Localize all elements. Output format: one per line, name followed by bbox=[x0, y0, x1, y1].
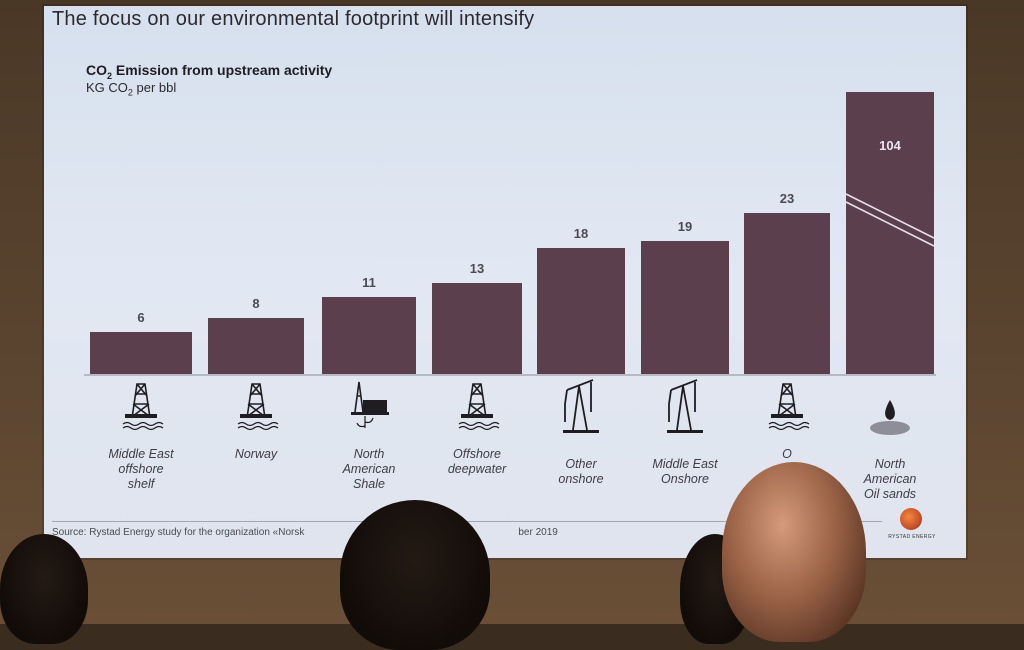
value-label-6: 19 bbox=[678, 219, 692, 234]
audience-head-left bbox=[0, 534, 88, 644]
shale-facility-icon bbox=[351, 381, 389, 428]
bar-7 bbox=[744, 213, 830, 374]
rystad-logo: RYSTAD ENERGY bbox=[882, 506, 942, 552]
bar-4 bbox=[432, 283, 522, 374]
value-label-4: 13 bbox=[470, 261, 484, 276]
unit-rest: per bbl bbox=[132, 80, 177, 95]
bar-5 bbox=[537, 248, 625, 374]
category-label-8-line-1: North bbox=[875, 457, 906, 471]
category-label-1-line-1: Middle East bbox=[108, 447, 174, 461]
chart-unit: KG CO2 per bbl bbox=[86, 80, 176, 98]
chart-title-co: CO bbox=[86, 62, 107, 78]
oil-sand-drop-icon bbox=[870, 400, 910, 435]
category-label-6-line-2: Onshore bbox=[661, 472, 709, 486]
bar-1 bbox=[90, 332, 192, 374]
value-label-7: 23 bbox=[780, 191, 794, 206]
chart-title-rest: Emission from upstream activity bbox=[112, 62, 333, 78]
category-label-3-line-2: American bbox=[342, 462, 396, 476]
bar-6 bbox=[641, 241, 729, 374]
category-label-8-line-2: American bbox=[863, 472, 917, 486]
value-label-1: 6 bbox=[137, 310, 144, 325]
value-label-8: 104 bbox=[879, 138, 901, 153]
audience-head-right-bald bbox=[722, 462, 866, 642]
category-label-8-line-3: Oil sands bbox=[864, 487, 916, 501]
offshore-rig-icon bbox=[237, 383, 279, 431]
category-label-3-line-3: Shale bbox=[353, 477, 385, 491]
audience-head-center bbox=[340, 500, 490, 650]
axis-break-line-2 bbox=[845, 201, 935, 247]
unit-subscript: 2 bbox=[127, 87, 133, 98]
category-label-1-line-2: offshore bbox=[118, 462, 163, 476]
pumpjack-icon bbox=[667, 379, 703, 433]
category-label-4-line-2: deepwater bbox=[448, 462, 507, 476]
value-label-3: 11 bbox=[362, 275, 376, 290]
unit-main: KG CO bbox=[86, 80, 128, 95]
category-label-3-line-1: North bbox=[354, 447, 385, 461]
pumpjack-icon bbox=[563, 379, 599, 433]
logo-text: RYSTAD ENERGY bbox=[888, 534, 936, 540]
bar-3 bbox=[322, 297, 416, 374]
offshore-rig-icon bbox=[768, 383, 810, 431]
category-label-1-line-3: shelf bbox=[128, 477, 156, 491]
bar-2 bbox=[208, 318, 304, 374]
offshore-rig-icon bbox=[122, 383, 164, 431]
rystad-logo-icon bbox=[900, 508, 922, 530]
chart-title-subscript: 2 bbox=[107, 70, 113, 81]
axis-break-line-1 bbox=[845, 193, 935, 239]
source-note: Source: Rystad Energy study for the orga… bbox=[52, 527, 558, 538]
source-text: Source: Rystad Energy study for the orga… bbox=[52, 527, 305, 538]
slide-title: The focus on our environmental footprint… bbox=[52, 8, 535, 30]
offshore-rig-icon bbox=[458, 383, 500, 431]
category-label-4-line-1: Offshore bbox=[453, 447, 501, 461]
category-label-5-line-1: Other bbox=[565, 457, 597, 471]
category-label-7-line-1: O bbox=[782, 447, 792, 461]
category-label-6-line-1: Middle East bbox=[652, 457, 718, 471]
category-label-2-line-1: Norway bbox=[235, 447, 278, 461]
chart-title: CO2 Emission from upstream activity bbox=[86, 62, 332, 81]
value-label-5: 18 bbox=[574, 226, 588, 241]
bar-8 bbox=[846, 92, 934, 374]
source-text-tail: ber 2019 bbox=[518, 527, 558, 538]
category-label-5-line-2: onshore bbox=[558, 472, 603, 486]
value-label-2: 8 bbox=[252, 296, 259, 311]
